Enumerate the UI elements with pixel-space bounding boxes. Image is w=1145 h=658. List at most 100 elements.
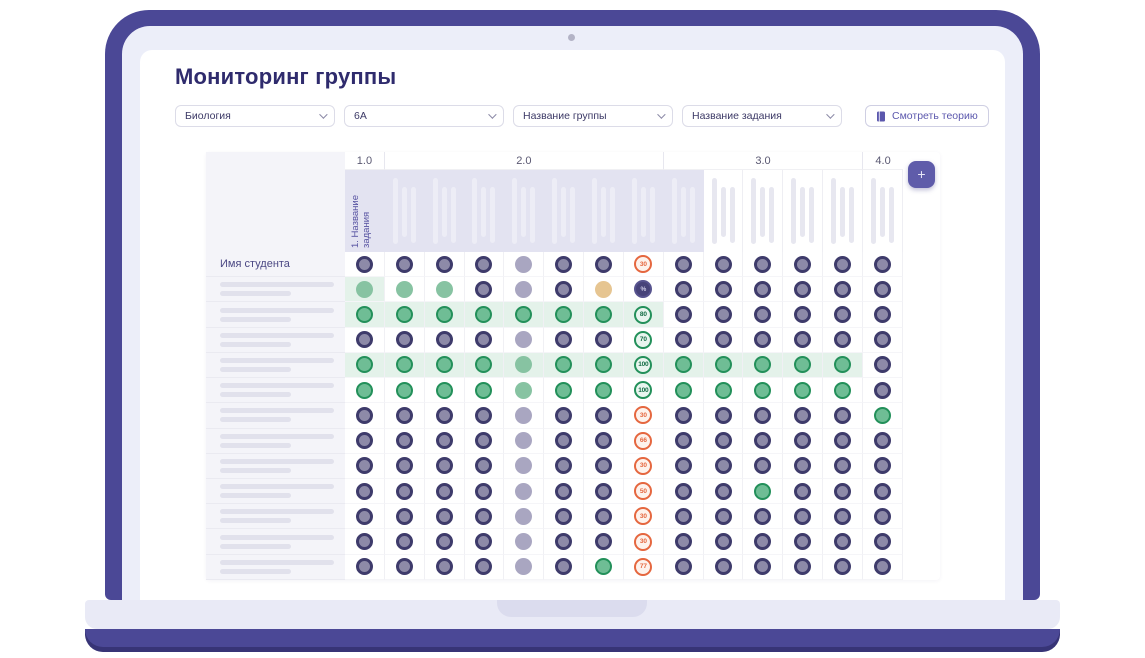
status-dot-cell[interactable]	[703, 504, 744, 530]
score-badge-cell[interactable]: %	[623, 277, 664, 303]
status-dot-cell[interactable]	[544, 428, 585, 454]
status-dot-cell[interactable]	[384, 302, 425, 328]
status-dot-cell[interactable]	[504, 529, 545, 555]
status-dot-cell[interactable]	[544, 352, 585, 379]
status-dot-cell[interactable]	[783, 504, 824, 530]
status-dot-cell[interactable]	[862, 453, 903, 479]
status-dot-cell[interactable]	[464, 252, 505, 278]
status-dot-cell[interactable]	[345, 302, 385, 328]
status-dot-cell[interactable]	[424, 403, 465, 429]
status-dot-cell[interactable]	[823, 529, 863, 555]
status-dot-cell[interactable]	[384, 529, 425, 555]
score-badge-cell[interactable]: 30	[623, 252, 664, 278]
status-dot-cell[interactable]	[823, 302, 863, 328]
status-dot-cell[interactable]	[663, 252, 704, 278]
status-dot-cell[interactable]	[862, 554, 903, 580]
status-dot-cell[interactable]	[703, 352, 744, 379]
status-dot-cell[interactable]	[862, 327, 903, 353]
status-dot-cell[interactable]	[345, 378, 385, 404]
status-dot-cell[interactable]	[544, 378, 585, 404]
class-select[interactable]: 6А	[344, 105, 504, 127]
status-dot-cell[interactable]	[544, 529, 585, 555]
status-dot-cell[interactable]	[424, 504, 465, 530]
status-dot-cell[interactable]	[743, 302, 784, 328]
status-dot-cell[interactable]	[345, 529, 385, 555]
group-name-select[interactable]: Название группы	[513, 105, 673, 127]
status-dot-cell[interactable]	[743, 277, 784, 303]
status-dot-cell[interactable]	[345, 504, 385, 530]
status-dot-cell[interactable]	[663, 378, 704, 404]
task-name-select[interactable]: Название задания	[682, 105, 842, 127]
status-dot-cell[interactable]	[862, 403, 903, 429]
status-dot-cell[interactable]	[743, 352, 784, 379]
status-dot-cell[interactable]	[504, 554, 545, 580]
status-dot-cell[interactable]	[743, 453, 784, 479]
status-dot-cell[interactable]	[504, 428, 545, 454]
status-dot-cell[interactable]	[703, 277, 744, 303]
add-button[interactable]: +	[908, 161, 935, 188]
status-dot-cell[interactable]	[823, 327, 863, 353]
status-dot-cell[interactable]	[464, 352, 505, 379]
status-dot-cell[interactable]	[663, 403, 704, 429]
status-dot-cell[interactable]	[345, 453, 385, 479]
score-badge-cell[interactable]: 30	[623, 453, 664, 479]
status-dot-cell[interactable]	[663, 277, 704, 303]
status-dot-cell[interactable]	[703, 302, 744, 328]
status-dot-cell[interactable]	[464, 554, 505, 580]
status-dot-cell[interactable]	[544, 403, 585, 429]
status-dot-cell[interactable]	[424, 428, 465, 454]
status-dot-cell[interactable]	[783, 378, 824, 404]
status-dot-cell[interactable]	[743, 327, 784, 353]
status-dot-cell[interactable]	[663, 529, 704, 555]
status-dot-cell[interactable]	[862, 378, 903, 404]
status-dot-cell[interactable]	[345, 554, 385, 580]
status-dot-cell[interactable]	[424, 277, 465, 303]
score-badge-cell[interactable]: 30	[623, 504, 664, 530]
status-dot-cell[interactable]	[384, 554, 425, 580]
status-dot-cell[interactable]	[345, 252, 385, 278]
status-dot-cell[interactable]	[703, 327, 744, 353]
view-theory-button[interactable]: Смотреть теорию	[865, 105, 989, 127]
status-dot-cell[interactable]	[783, 529, 824, 555]
status-dot-cell[interactable]	[663, 327, 704, 353]
status-dot-cell[interactable]	[345, 352, 385, 379]
status-dot-cell[interactable]	[783, 478, 824, 505]
status-dot-cell[interactable]	[504, 327, 545, 353]
status-dot-cell[interactable]	[663, 504, 704, 530]
status-dot-cell[interactable]	[584, 504, 624, 530]
status-dot-cell[interactable]	[345, 428, 385, 454]
status-dot-cell[interactable]	[464, 378, 505, 404]
status-dot-cell[interactable]	[384, 403, 425, 429]
status-dot-cell[interactable]	[743, 428, 784, 454]
status-dot-cell[interactable]	[345, 403, 385, 429]
status-dot-cell[interactable]	[663, 554, 704, 580]
status-dot-cell[interactable]	[424, 453, 465, 479]
status-dot-cell[interactable]	[783, 554, 824, 580]
status-dot-cell[interactable]	[743, 504, 784, 530]
status-dot-cell[interactable]	[663, 352, 704, 379]
status-dot-cell[interactable]	[584, 252, 624, 278]
status-dot-cell[interactable]	[823, 378, 863, 404]
status-dot-cell[interactable]	[663, 302, 704, 328]
status-dot-cell[interactable]	[584, 378, 624, 404]
status-dot-cell[interactable]	[783, 252, 824, 278]
status-dot-cell[interactable]	[823, 352, 863, 379]
status-dot-cell[interactable]	[783, 453, 824, 479]
score-badge-cell[interactable]: 100	[623, 378, 664, 404]
status-dot-cell[interactable]	[663, 453, 704, 479]
status-dot-cell[interactable]	[743, 403, 784, 429]
score-badge-cell[interactable]: 50	[623, 478, 664, 505]
status-dot-cell[interactable]	[584, 302, 624, 328]
status-dot-cell[interactable]	[783, 403, 824, 429]
status-dot-cell[interactable]	[384, 277, 425, 303]
status-dot-cell[interactable]	[703, 478, 744, 505]
status-dot-cell[interactable]	[384, 504, 425, 530]
status-dot-cell[interactable]	[823, 478, 863, 505]
status-dot-cell[interactable]	[584, 428, 624, 454]
status-dot-cell[interactable]	[862, 428, 903, 454]
status-dot-cell[interactable]	[862, 352, 903, 379]
status-dot-cell[interactable]	[384, 478, 425, 505]
status-dot-cell[interactable]	[544, 252, 585, 278]
status-dot-cell[interactable]	[345, 327, 385, 353]
status-dot-cell[interactable]	[504, 352, 545, 379]
